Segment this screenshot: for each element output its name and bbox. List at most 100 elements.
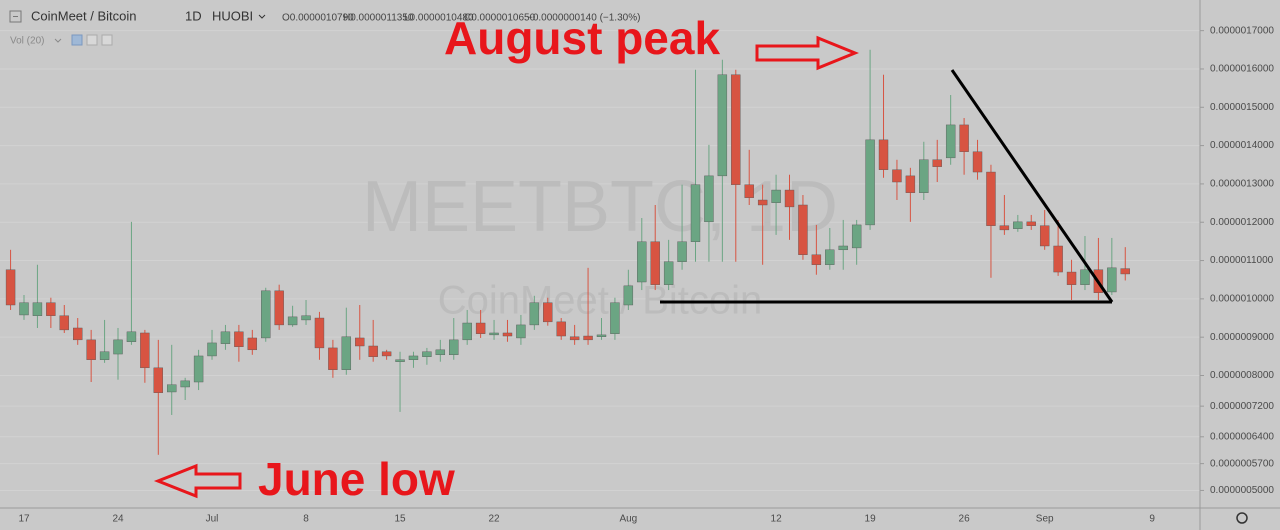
candle-body	[247, 337, 258, 351]
settings-button[interactable]	[86, 34, 98, 46]
candle-body	[1080, 269, 1090, 285]
y-tick-label: 0.0000017000	[1210, 25, 1274, 36]
x-tick-label: 24	[112, 514, 124, 525]
candle-body	[46, 302, 56, 316]
candle-body	[677, 241, 687, 262]
candle-body	[502, 332, 513, 337]
candle-body	[583, 335, 593, 341]
x-tick-label: Sep	[1036, 514, 1054, 525]
candle-body	[395, 359, 405, 362]
candle-body	[529, 302, 540, 326]
candle-body	[610, 302, 620, 334]
x-tick-label: 17	[18, 514, 30, 525]
grid	[0, 30, 1200, 491]
x-tick-label: 22	[488, 514, 500, 525]
y-tick-label: 0.0000005700	[1210, 458, 1274, 469]
candle-body	[690, 184, 701, 242]
candle-body	[1053, 245, 1063, 273]
candle-body	[865, 139, 875, 226]
x-tick-label: 9	[1149, 514, 1155, 525]
ohlc-change: −0.0000000140 (−1.30%)	[527, 13, 640, 24]
candle-body	[435, 349, 446, 356]
candle-body	[757, 199, 768, 206]
candle-body	[717, 74, 728, 177]
candle-body	[328, 347, 338, 370]
candle-body	[932, 159, 942, 167]
ohlc-high: H0.0000011350	[343, 13, 414, 24]
candle-body	[1026, 221, 1036, 226]
candle-body	[569, 336, 580, 341]
candle-body	[892, 169, 902, 183]
candle-body	[126, 331, 137, 342]
candle-body	[972, 151, 983, 173]
candle-body	[261, 290, 271, 339]
candle-body	[32, 302, 43, 316]
candle-body	[167, 384, 177, 393]
candle-body	[596, 334, 607, 337]
candle-body	[650, 241, 660, 285]
candle-body	[811, 254, 822, 265]
y-tick-label: 0.0000011000	[1210, 255, 1274, 266]
y-tick-label: 0.0000014000	[1210, 140, 1274, 151]
arrow	[153, 463, 242, 499]
axes: 0.0000017000 0.0000016000 0.0000015000 0.00…	[18, 25, 1274, 524]
y-tick-label: 0.0000010000	[1210, 294, 1274, 305]
x-tick-label: 15	[394, 514, 406, 525]
y-tick-label: 0.0000006400	[1210, 431, 1274, 442]
candle-body	[207, 342, 217, 357]
candle-body	[422, 351, 432, 357]
candle-body	[838, 245, 848, 251]
candle-body	[381, 351, 392, 357]
symbol[interactable]: CoinMeet / Bitcoin	[31, 8, 137, 23]
candle-body	[355, 337, 365, 347]
arrow	[755, 35, 859, 71]
candle-body	[99, 351, 110, 360]
candle-body	[153, 367, 164, 393]
candle-body	[945, 124, 956, 159]
candle-body	[543, 302, 553, 323]
candle-body	[771, 189, 781, 203]
y-tick-label: 0.0000012000	[1210, 217, 1274, 228]
watermark-title: MEETBTC, 1D	[362, 167, 838, 247]
dropdown-icon[interactable]	[258, 14, 266, 19]
collapse-button[interactable]	[9, 10, 22, 23]
candle-body	[1107, 267, 1117, 293]
candle-body	[220, 331, 231, 344]
candle-body	[798, 204, 808, 255]
candle-body	[744, 184, 754, 198]
x-tick-label: Jul	[206, 514, 219, 525]
interval[interactable]: 1D	[185, 8, 202, 23]
candle-body	[449, 339, 459, 356]
exchange[interactable]: HUOBI	[212, 8, 253, 23]
x-tick-label: 19	[865, 514, 877, 525]
remove-button[interactable]	[101, 34, 113, 46]
candle-body	[663, 261, 674, 285]
candle-body	[959, 124, 969, 152]
visibility-button[interactable]	[71, 34, 83, 46]
annotation: June low	[258, 453, 455, 505]
y-tick-label: 0.0000009000	[1210, 332, 1274, 343]
candle-body	[784, 189, 795, 208]
x-tick-label: Aug	[619, 514, 637, 525]
indicator-label[interactable]: Vol (20)	[10, 36, 44, 47]
settings-gear[interactable]	[1236, 512, 1248, 524]
candle-body	[314, 317, 325, 349]
candle-body	[73, 327, 83, 341]
candle-body	[408, 355, 419, 360]
candle-body	[986, 171, 996, 226]
candle-body	[287, 316, 298, 326]
candle-body	[1013, 221, 1023, 229]
y-tick-label: 0.0000013000	[1210, 179, 1274, 190]
candle-body	[1120, 268, 1130, 275]
candle-body	[825, 249, 835, 265]
candle-body	[368, 345, 378, 357]
x-tick-label: 12	[771, 514, 783, 525]
ohlc-open: O0.0000010790	[282, 13, 354, 24]
candle-body	[623, 285, 634, 306]
x-tick-label: 8	[303, 514, 309, 525]
candle-body	[919, 159, 929, 193]
indicator-dropdown[interactable]	[54, 38, 62, 43]
ohlc-close: C0.0000010650	[464, 13, 536, 24]
